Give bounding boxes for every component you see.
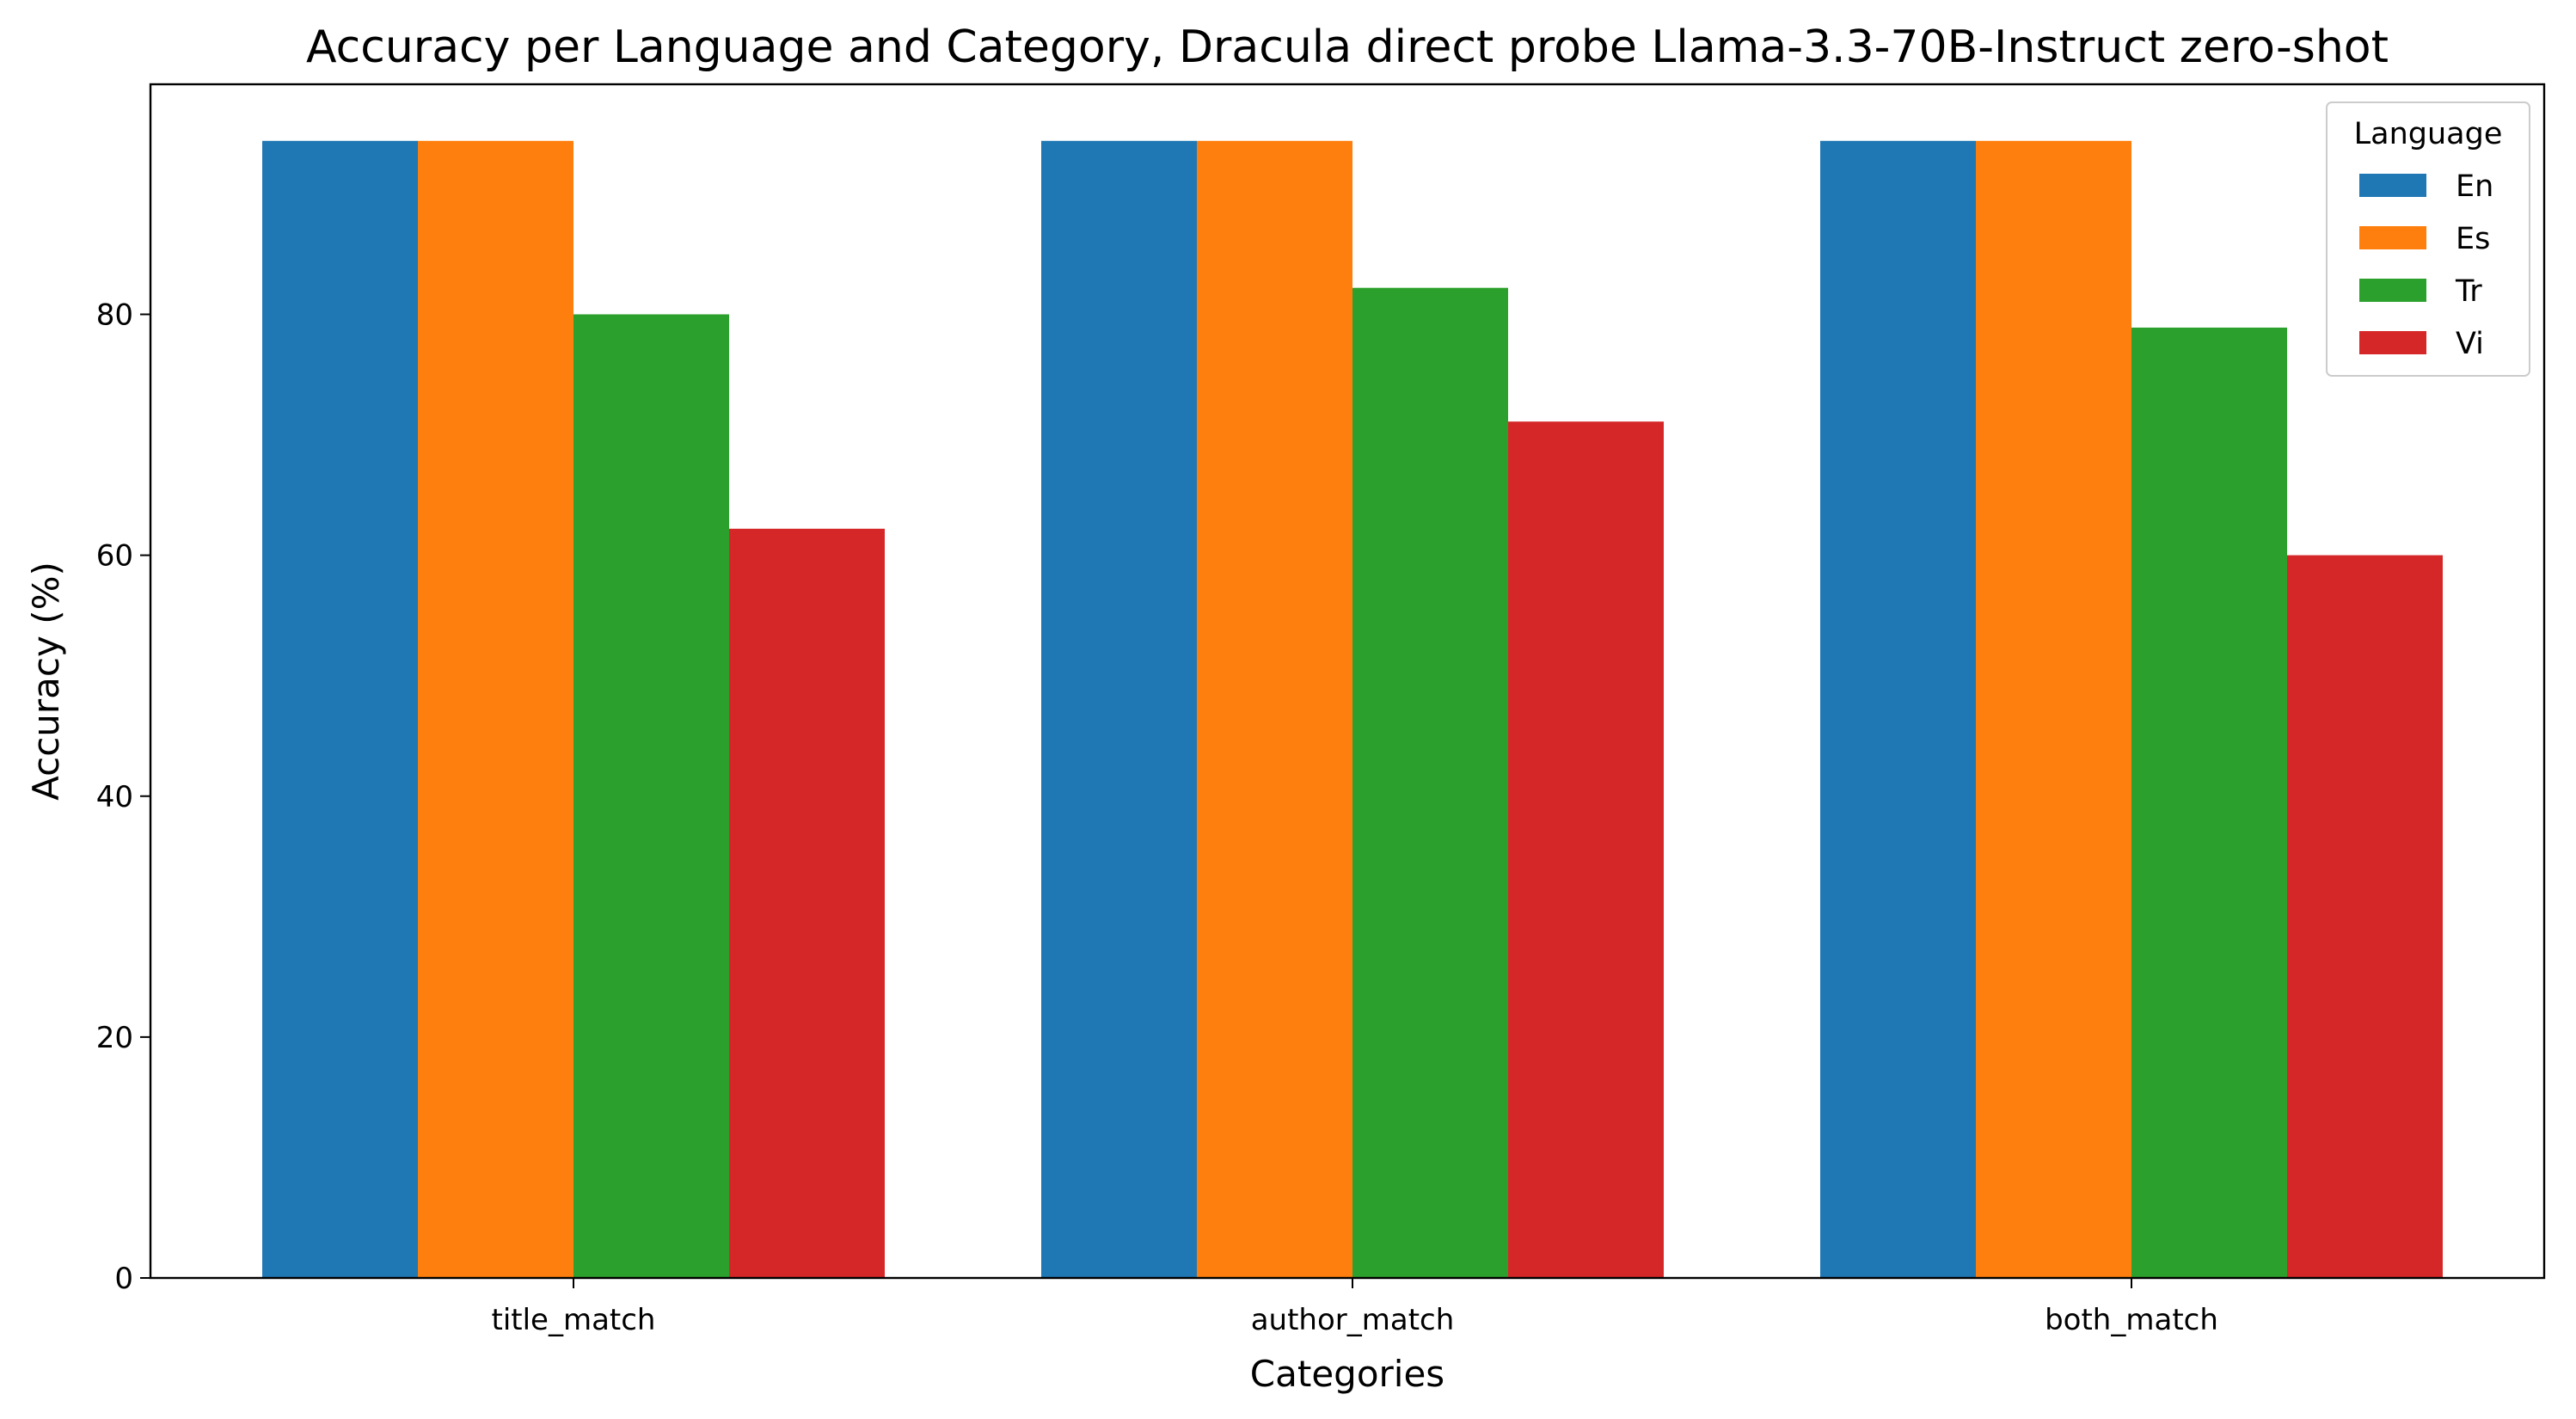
legend-label-en: En — [2456, 169, 2493, 204]
legend-swatch-es — [2359, 226, 2426, 249]
bar-tr-both-match — [2131, 327, 2287, 1278]
y-axis-title: Accuracy (%) — [25, 562, 67, 801]
bar-tr-title-match — [573, 314, 729, 1278]
legend: Language En Es Tr Vi — [2326, 101, 2530, 377]
x-axis: title_match author_match both_match — [491, 1278, 2218, 1337]
legend-frame — [2326, 101, 2530, 377]
bar-en-author-match — [1041, 140, 1197, 1278]
y-axis: 0 20 40 60 80 — [96, 298, 150, 1296]
y-tick-label: 0 — [114, 1262, 133, 1296]
bar-vi-title-match — [729, 528, 885, 1278]
legend-label-es: Es — [2456, 222, 2490, 256]
bar-es-author-match — [1197, 140, 1352, 1278]
plot-area-frame — [149, 83, 2546, 1280]
bar-en-title-match — [262, 140, 418, 1278]
legend-label-vi: Vi — [2456, 327, 2484, 361]
x-tick-label: both_match — [2045, 1303, 2218, 1337]
bar-es-both-match — [1976, 140, 2131, 1278]
y-tick-label: 60 — [96, 539, 133, 574]
legend-swatch-en — [2359, 174, 2426, 197]
x-tick-label: title_match — [491, 1303, 655, 1337]
bars-group — [262, 140, 2443, 1279]
x-axis-title: Categories — [1250, 1353, 1444, 1395]
legend-title: Language — [2354, 117, 2503, 151]
x-tick-label: author_match — [1251, 1303, 1455, 1337]
y-tick-label: 80 — [96, 298, 133, 333]
legend-swatch-tr — [2359, 279, 2426, 302]
legend-swatch-vi — [2359, 331, 2426, 354]
bar-vi-author-match — [1508, 421, 1664, 1278]
y-tick-label: 20 — [96, 1021, 133, 1055]
legend-label-tr: Tr — [2455, 274, 2482, 309]
bar-vi-both-match — [2287, 555, 2443, 1278]
bar-tr-author-match — [1352, 287, 1508, 1279]
bar-es-title-match — [418, 140, 573, 1278]
y-tick-label: 40 — [96, 780, 133, 814]
chart-title: Accuracy per Language and Category, Drac… — [306, 22, 2389, 73]
bar-en-both-match — [1820, 140, 1976, 1278]
